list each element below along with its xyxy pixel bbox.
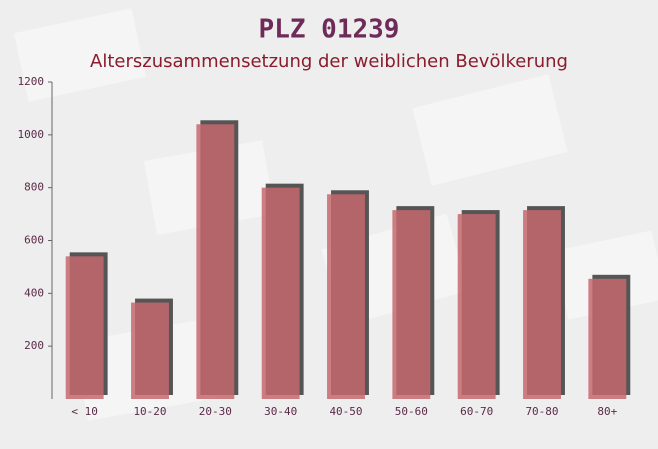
bar <box>392 210 431 399</box>
bar <box>327 194 365 399</box>
x-tick-label: 20-30 <box>199 405 232 418</box>
bar <box>457 214 496 399</box>
chart-title: PLZ 01239 <box>259 15 400 45</box>
y-tick-label: 400 <box>24 286 44 299</box>
y-tick-label: 1000 <box>18 128 45 141</box>
x-tick-label: 60-70 <box>460 405 493 418</box>
x-tick-label: 10-20 <box>133 405 166 418</box>
x-tick-label: 30-40 <box>264 405 297 418</box>
x-tick-label: 50-60 <box>395 405 428 418</box>
x-tick-label: < 10 <box>71 405 98 418</box>
y-tick-label: 800 <box>24 181 44 194</box>
y-tick-label: 1200 <box>18 75 45 88</box>
bar <box>65 256 104 399</box>
bar <box>523 210 561 399</box>
chart-subtitle: Alterszusammensetzung der weiblichen Bev… <box>90 51 568 72</box>
bar <box>131 302 169 399</box>
bar <box>261 187 300 399</box>
y-tick-label: 600 <box>24 234 44 247</box>
x-tick-label: 40-50 <box>329 405 362 418</box>
x-tick-label: 80+ <box>597 405 617 418</box>
y-tick-label: 200 <box>24 339 44 352</box>
bar <box>196 124 235 400</box>
x-tick-label: 70-80 <box>525 405 558 418</box>
bar <box>588 278 627 399</box>
